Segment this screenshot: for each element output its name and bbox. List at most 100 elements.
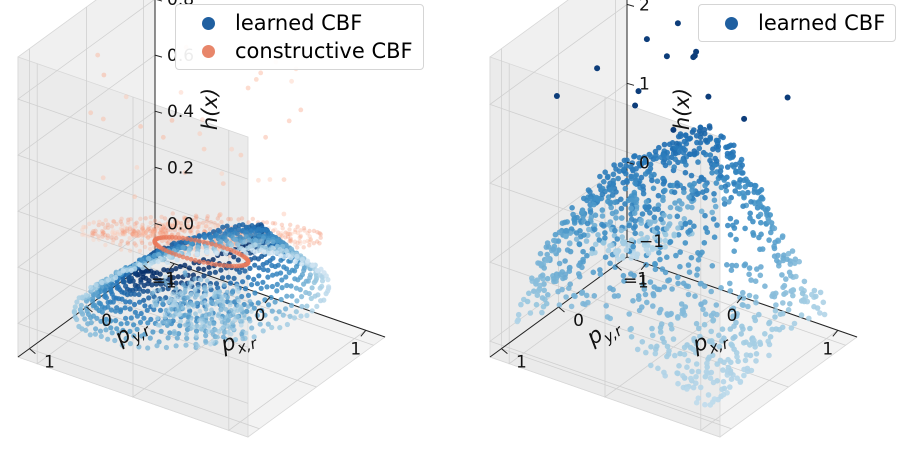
learned-cbf-point	[657, 329, 664, 335]
constructive-cbf-point	[301, 245, 306, 250]
learned-cbf-point	[728, 370, 734, 376]
constructive-cbf-point	[111, 232, 116, 237]
learned-cbf-point	[270, 272, 276, 278]
x-gridline	[508, 63, 647, 365]
learned-cbf-point	[173, 343, 179, 349]
constructive-cbf-point	[188, 237, 194, 242]
learned-cbf-point	[779, 233, 786, 239]
learned-cbf-point	[674, 213, 681, 220]
learned-cbf-point	[747, 325, 753, 332]
learned-cbf-point	[184, 295, 190, 301]
learned-cbf-point	[97, 328, 104, 334]
learned-cbf-point	[262, 312, 268, 318]
learned-cbf-point	[766, 341, 773, 348]
learned-cbf-point	[596, 237, 603, 243]
z-gridline	[17, 0, 249, 180]
constructive-cbf-point	[158, 227, 164, 232]
learned-cbf-point	[239, 293, 245, 300]
learned-cbf-point	[199, 300, 205, 305]
constructive-cbf-point	[162, 222, 168, 227]
constructive-cbf-point	[140, 226, 146, 231]
learned-cbf-point	[103, 316, 109, 322]
learned-cbf-point	[697, 281, 704, 287]
constructive-cbf-point	[111, 219, 117, 224]
z-gridline	[17, 223, 249, 404]
constructive-cbf-point	[100, 231, 105, 237]
learned-cbf-point	[711, 197, 718, 203]
learned-cbf-point	[733, 219, 740, 225]
learned-cbf-point	[203, 332, 209, 339]
learned-cbf-point	[269, 283, 275, 290]
constructive-cbf-point	[131, 233, 136, 238]
learned-cbf-point	[628, 197, 635, 203]
constructive-cbf-point	[145, 235, 151, 240]
learned-cbf-point	[639, 304, 645, 310]
constructive-cbf-point	[197, 221, 202, 226]
learned-cbf-point	[141, 315, 147, 321]
learned-cbf-point	[716, 343, 723, 350]
learned-cbf-point	[276, 309, 282, 315]
learned-cbf-point	[713, 158, 720, 164]
learned-cbf-point	[729, 306, 735, 313]
learned-cbf-point	[703, 369, 710, 375]
constructive-cbf-point	[298, 233, 303, 238]
learned-cbf-point	[727, 326, 734, 332]
constructive-cbf-point	[127, 229, 132, 235]
constructive-cbf-point	[311, 241, 316, 246]
learned-cbf-point	[779, 272, 785, 278]
learned-cbf-point	[251, 276, 257, 282]
learned-cbf-point	[235, 257, 241, 263]
learned-cbf-point	[108, 318, 114, 324]
learned-cbf-point	[789, 248, 796, 254]
learned-cbf-point	[551, 276, 557, 282]
learned-cbf-point	[270, 250, 276, 256]
learned-cbf-point	[74, 299, 80, 305]
learned-cbf-point	[607, 243, 613, 249]
constructive-cbf-point	[103, 225, 108, 230]
learned-cbf-point	[275, 262, 281, 268]
learned-cbf-point	[780, 257, 786, 264]
learned-cbf-point	[114, 326, 120, 332]
learned-cbf-point	[550, 246, 556, 252]
learned-cbf-point	[266, 302, 272, 308]
z-tick-label: 0.4	[167, 102, 194, 122]
constructive-cbf-point	[127, 236, 132, 241]
learned-cbf-point	[518, 301, 524, 308]
learned-cbf-point	[173, 266, 179, 272]
constructive-cbf-point	[279, 231, 284, 236]
learned-cbf-point	[720, 391, 727, 398]
learned-cbf-point	[147, 335, 153, 341]
learned-cbf-point	[730, 153, 736, 159]
z-tick	[154, 110, 163, 114]
learned-cbf-point	[119, 342, 125, 348]
constructive-cbf-point	[95, 52, 101, 58]
learned-cbf-point	[670, 336, 677, 342]
constructive-cbf-point	[132, 194, 138, 200]
learned-cbf-point	[599, 213, 606, 219]
constructive-cbf-point	[226, 216, 231, 222]
learned-cbf-point	[683, 162, 689, 168]
learned-cbf-point	[671, 164, 677, 170]
learned-cbf-point	[247, 265, 253, 271]
learned-cbf-point	[174, 335, 180, 341]
constructive-cbf-point	[93, 231, 98, 237]
learned-cbf-point	[553, 93, 560, 99]
learned-cbf-point	[212, 269, 218, 275]
constructive-cbf-point	[245, 85, 251, 91]
constructive-cbf-point	[298, 107, 304, 113]
learned-cbf-point	[713, 180, 720, 186]
learned-cbf-point	[260, 266, 267, 273]
learned-cbf-point	[821, 311, 828, 318]
constructive-cbf-point	[196, 222, 202, 227]
constructive-cbf-point	[264, 220, 270, 225]
learned-cbf-point	[201, 266, 207, 272]
constructive-cbf-point	[134, 231, 139, 236]
learned-cbf-point	[127, 328, 133, 334]
x-tick-label: 1	[350, 339, 361, 359]
learned-cbf-point	[626, 311, 632, 317]
learned-cbf-point	[594, 65, 601, 72]
constructive-cbf-point	[152, 226, 157, 231]
learned-cbf-point	[149, 282, 155, 288]
constructive-cbf-point	[217, 212, 223, 217]
learned-cbf-point	[741, 366, 747, 373]
